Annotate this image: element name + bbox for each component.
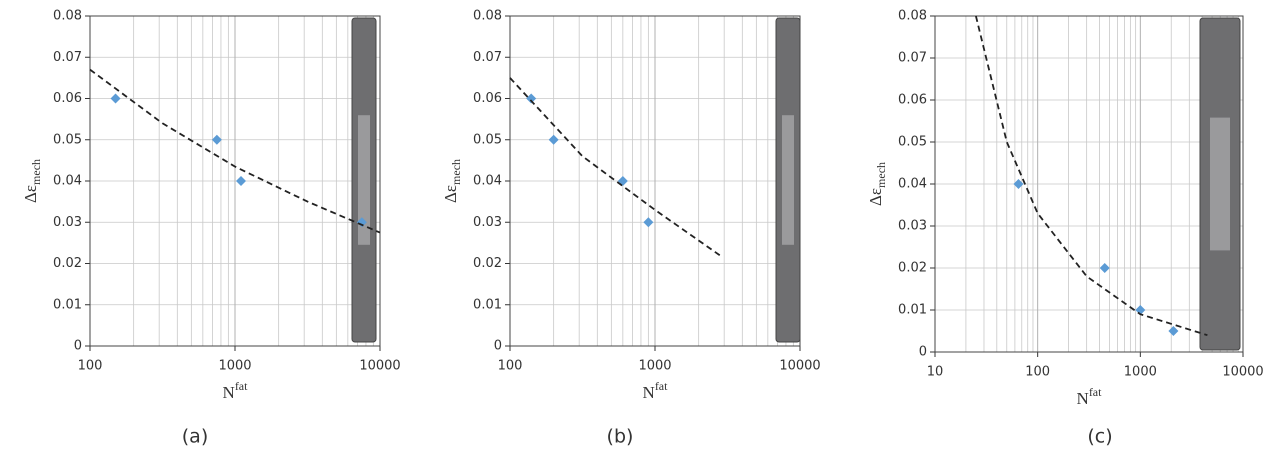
x-label-base: N xyxy=(643,383,655,402)
y-tick-label: 0.01 xyxy=(473,297,502,312)
y-tick-label: 0 xyxy=(494,339,502,354)
x-tick-label: 10000 xyxy=(779,359,820,374)
x-axis-label: Nfat xyxy=(223,379,249,402)
x-label-base: N xyxy=(1077,389,1089,408)
y-tick-label: 0.08 xyxy=(473,9,502,24)
y-tick-label: 0.03 xyxy=(53,215,82,230)
y-label-base: Δε xyxy=(866,188,885,206)
specimen-gauge xyxy=(782,115,794,245)
y-tick-label: 0.02 xyxy=(473,256,502,271)
x-label-base: N xyxy=(223,383,235,402)
data-point xyxy=(211,134,222,145)
y-label-sub: mech xyxy=(29,159,43,185)
y-tick-label: 0.01 xyxy=(53,297,82,312)
y-tick-label: 0.07 xyxy=(473,50,502,65)
x-axis-label: Nfat xyxy=(643,379,669,402)
y-tick-label: 0.05 xyxy=(473,132,502,147)
y-label-base: Δε xyxy=(21,185,40,203)
x-tick-label: 10000 xyxy=(1222,365,1263,380)
panel-caption: (b) xyxy=(607,426,634,448)
y-label-sub: mech xyxy=(449,159,463,185)
plot-frame xyxy=(89,15,381,347)
y-label-base: Δε xyxy=(441,185,460,203)
y-tick-label: 0.01 xyxy=(898,303,927,318)
x-tick-label: 100 xyxy=(78,359,103,374)
y-tick-label: 0.03 xyxy=(473,215,502,230)
y-tick-label: 0.04 xyxy=(473,174,502,189)
x-tick-label: 1000 xyxy=(218,359,251,374)
fit-line xyxy=(975,15,1208,337)
y-tick-label: 0.04 xyxy=(53,174,82,189)
y-axis-label: Δεmech xyxy=(21,159,43,203)
data-point xyxy=(526,93,537,104)
x-label-sup: fat xyxy=(655,379,668,393)
y-label-sub: mech xyxy=(874,162,888,188)
y-tick-label: 0.06 xyxy=(473,91,502,106)
plot-frame xyxy=(934,15,1244,353)
x-label-sup: fat xyxy=(1089,385,1102,399)
y-tick-label: 0 xyxy=(74,339,82,354)
y-tick-label: 0.07 xyxy=(898,51,927,66)
x-axis-label: Nfat xyxy=(1077,385,1103,408)
y-tick-label: 0.05 xyxy=(53,132,82,147)
x-label-sup: fat xyxy=(235,379,248,393)
y-tick-label: 0.02 xyxy=(898,261,927,276)
y-tick-label: 0.08 xyxy=(53,9,82,24)
data-point xyxy=(1168,326,1179,336)
x-tick-label: 10000 xyxy=(359,359,400,374)
data-point xyxy=(548,134,559,145)
y-axis-label: Δεmech xyxy=(866,162,888,206)
fit-line xyxy=(509,77,721,257)
x-tick-label: 100 xyxy=(498,359,523,374)
data-point xyxy=(643,217,654,228)
x-tick-label: 1000 xyxy=(638,359,671,374)
x-tick-label: 10 xyxy=(927,365,944,380)
y-tick-label: 0.02 xyxy=(53,256,82,271)
fit-line xyxy=(89,68,381,234)
panel-caption: (c) xyxy=(1087,426,1112,448)
panel-caption: (a) xyxy=(182,426,208,448)
x-tick-label: 1000 xyxy=(1124,365,1157,380)
specimen-gauge xyxy=(358,115,370,245)
data-point xyxy=(110,93,121,104)
y-tick-label: 0.06 xyxy=(898,93,927,108)
x-tick-label: 100 xyxy=(1025,365,1050,380)
panel: 0 0.01 0.02 0.03 0.04 0.05 0.06 0.07 0.08 100 1000… xyxy=(441,9,821,448)
panel: 0 0.01 0.02 0.03 0.04 0.05 0.06 0.07 0.08 10 100 10… xyxy=(866,9,1264,448)
data-point xyxy=(1099,263,1110,273)
y-tick-label: 0.08 xyxy=(898,9,927,24)
specimen-gauge xyxy=(1210,117,1230,251)
y-tick-label: 0.05 xyxy=(898,135,927,150)
y-tick-label: 0.04 xyxy=(898,177,927,192)
y-tick-label: 0.07 xyxy=(53,50,82,65)
y-tick-label: 0.03 xyxy=(898,219,927,234)
panel: 0 0.01 0.02 0.03 0.04 0.05 0.06 0.07 0.08 100 1000… xyxy=(21,9,401,448)
y-axis-label: Δεmech xyxy=(441,159,463,203)
data-point xyxy=(236,176,247,186)
data-point xyxy=(1013,179,1024,189)
y-tick-label: 0.06 xyxy=(53,91,82,106)
y-tick-label: 0 xyxy=(919,345,927,360)
data-point xyxy=(1135,305,1146,315)
